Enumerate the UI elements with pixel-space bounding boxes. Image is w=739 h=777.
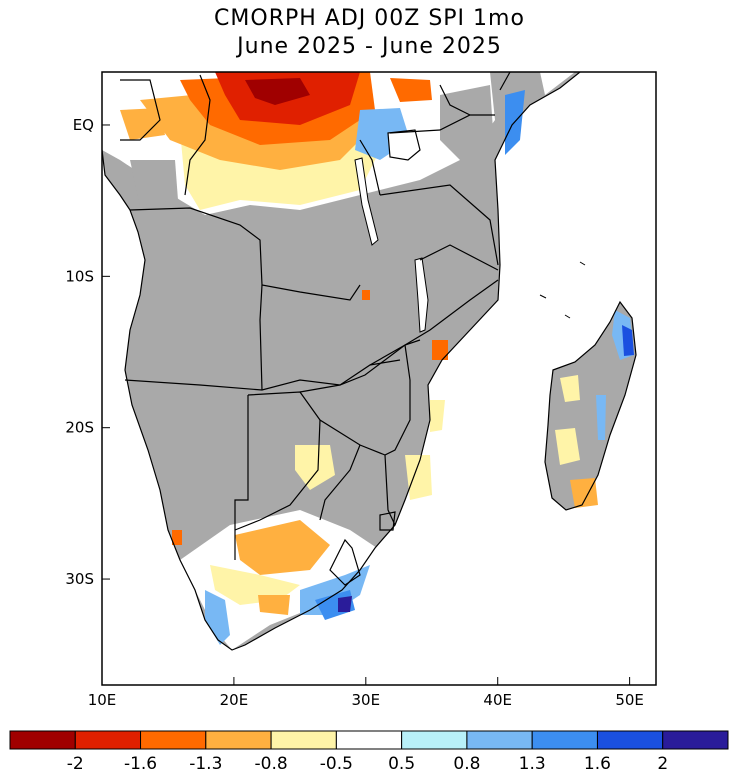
y-tick-label: 20S (65, 419, 94, 437)
colorbar-swatch (140, 730, 207, 750)
colorbar-swatch (74, 730, 142, 750)
madagascar-coastline (544, 300, 637, 511)
y-tick-label: 10S (65, 267, 94, 285)
colorbar-swatch (662, 730, 729, 750)
colorbar-swatch (9, 730, 76, 750)
y-axis: EQ 10S 20S 30S (65, 116, 110, 588)
colorbar-label: -1.6 (124, 754, 157, 774)
y-tick-label: EQ (73, 116, 94, 134)
africa-land (102, 72, 580, 650)
x-axis: 10E 20E 30E 40E 50E (88, 677, 644, 709)
colorbar-swatch (335, 730, 403, 750)
colorbar-label: 0.8 (453, 754, 480, 774)
colorbar-swatch (531, 730, 598, 750)
south-anomalies (172, 290, 448, 650)
madagascar-anomalies (555, 310, 634, 508)
map-frame (101, 71, 657, 686)
colorbar-label: 0.5 (388, 754, 415, 774)
lake-tanganyika (354, 157, 379, 246)
map-title: CMORPH ADJ 00Z SPI 1mo (214, 6, 525, 31)
lake-malawi (414, 257, 429, 333)
map-area (102, 72, 637, 651)
y-tick-label: 30S (65, 570, 94, 588)
country-borders (120, 72, 511, 586)
map-subtitle: June 2025 - June 2025 (237, 34, 502, 59)
colorbar-label: -0.5 (320, 754, 353, 774)
x-tick-label: 40E (483, 691, 512, 709)
colorbar-label: -2 (67, 754, 84, 774)
colorbar-swatch (466, 730, 533, 750)
africa-coastline (102, 72, 581, 651)
x-tick-label: 30E (352, 691, 381, 709)
colorbar-swatch (401, 730, 468, 750)
colorbar: -2 -1.6 -1.3 -0.8 -0.5 0.5 0.8 1.3 1.6 2 (9, 730, 729, 774)
colorbar-swatch (270, 730, 337, 750)
colorbar-label: -1.3 (189, 754, 222, 774)
x-tick-label: 50E (615, 691, 644, 709)
colorbar-swatch (205, 730, 272, 750)
colorbar-label: 1.6 (584, 754, 611, 774)
x-tick-label: 10E (88, 691, 117, 709)
colorbar-label: 1.3 (519, 754, 546, 774)
lake-victoria (387, 129, 421, 161)
small-islands (539, 261, 586, 319)
colorbar-label: -0.8 (255, 754, 288, 774)
colorbar-swatch (596, 730, 664, 750)
colorbar-label: 2 (657, 754, 668, 774)
x-tick-label: 20E (220, 691, 249, 709)
